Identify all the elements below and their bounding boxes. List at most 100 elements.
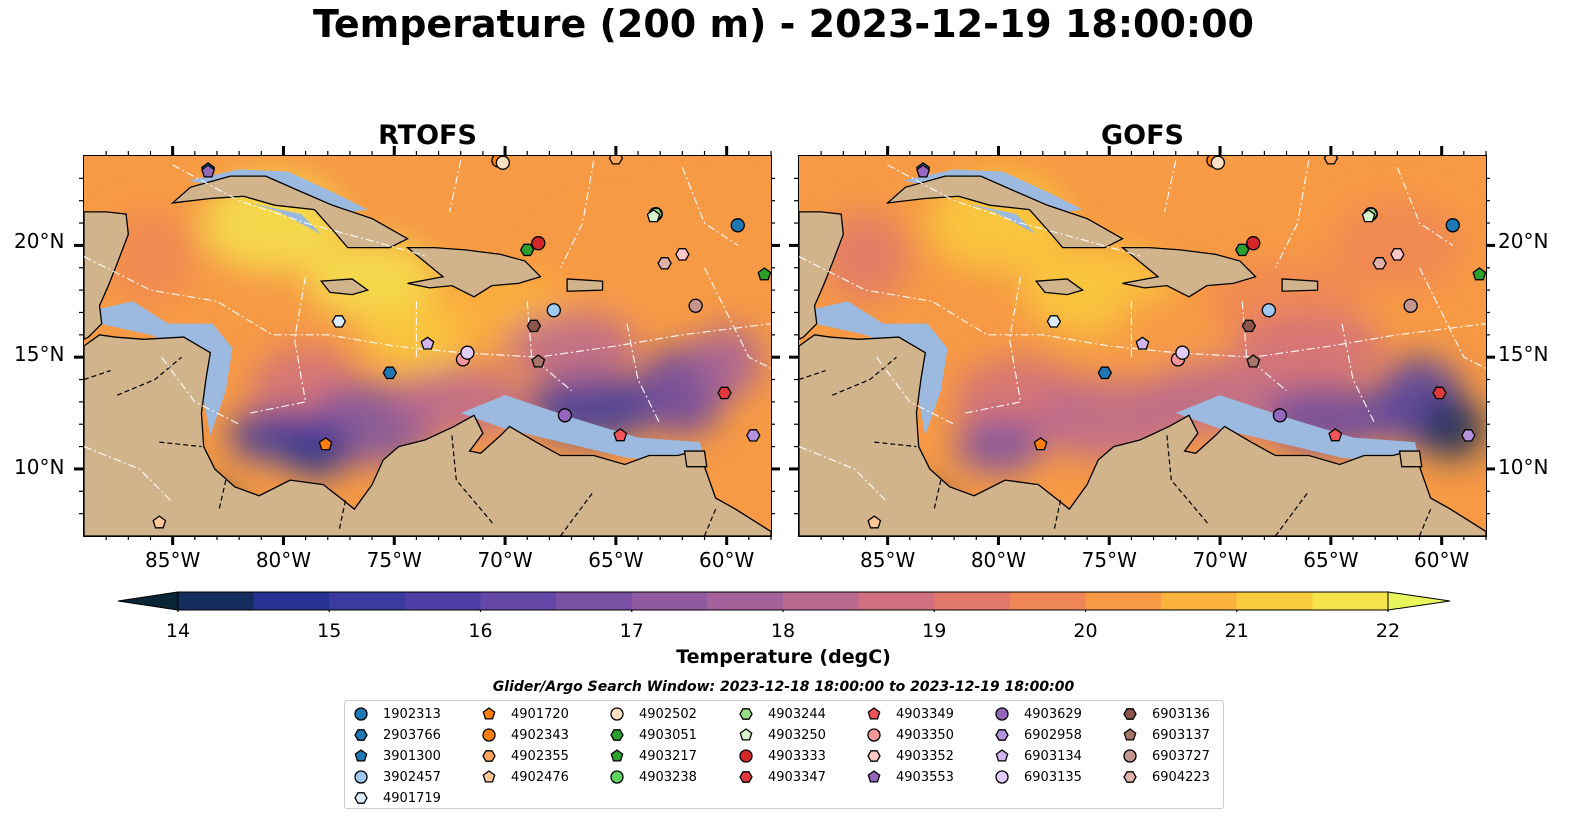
- legend-label: 4902502: [639, 706, 697, 722]
- colorbar-segment: [253, 592, 330, 610]
- legend-item-4903352: 4903352: [866, 746, 954, 766]
- panel-title-rtofs: RTOFS: [378, 120, 477, 151]
- legend-label: 4903238: [639, 769, 697, 785]
- legend-label: 4901720: [511, 706, 569, 722]
- lon-label: 85°W: [145, 548, 201, 572]
- hexagon-marker-icon: [1123, 771, 1137, 783]
- colorbar-segment: [631, 592, 708, 610]
- shallow-shelf: [1175, 395, 1420, 465]
- colorbar-tick-label: 19: [922, 620, 947, 642]
- legend-item-4902502: 4902502: [609, 704, 697, 724]
- lon-label: 70°W: [477, 548, 533, 572]
- float-marker-4903349: [613, 428, 628, 442]
- legend-item-4901720: 4901720: [481, 704, 569, 724]
- pentagon-marker-icon: [995, 749, 1009, 762]
- circle-marker-icon: [739, 749, 753, 763]
- hexagon-marker-icon: [739, 771, 753, 783]
- land-mass: [319, 278, 370, 296]
- colorbar-segment: [707, 592, 784, 610]
- pentagon-marker-icon: [1123, 728, 1137, 741]
- circle-marker-icon: [867, 728, 881, 742]
- colorbar-segment: [329, 592, 406, 610]
- colorbar-tick-label: 20: [1073, 620, 1098, 642]
- float-marker-6902958: [746, 429, 761, 442]
- lat-label-10-right: 10°N: [1498, 455, 1549, 479]
- legend-marker: [867, 728, 881, 742]
- colorbar-segment: [556, 592, 633, 610]
- land-mass: [885, 175, 1124, 249]
- pentagon-marker-icon: [867, 707, 881, 720]
- float-marker-4903250: [1361, 209, 1376, 223]
- lon-label: 60°W: [699, 548, 755, 572]
- hexagon-marker-icon: [610, 729, 624, 741]
- colorbar-segment: [1161, 592, 1238, 610]
- legend-item-1902313: 1902313: [353, 704, 441, 724]
- circle-marker-icon: [482, 728, 496, 742]
- float-marker-4901719: [1046, 315, 1062, 328]
- float-marker-4903347: [717, 386, 732, 400]
- float-marker-6903137: [1246, 354, 1261, 368]
- colorbar: [118, 591, 1451, 612]
- hexagon-marker-icon: [867, 750, 881, 762]
- float-marker-6903134: [1135, 336, 1150, 350]
- land-mass: [170, 175, 409, 249]
- lon-label: 80°W: [970, 548, 1027, 572]
- float-marker-4902355: [1323, 156, 1339, 165]
- legend-label: 6903135: [1024, 769, 1082, 785]
- legend-item-4903349: 4903349: [866, 704, 954, 724]
- circle-marker-icon: [1123, 749, 1137, 763]
- legend-marker: [482, 707, 496, 720]
- legend-marker: [1123, 708, 1137, 720]
- lon-label: 65°W: [588, 548, 644, 572]
- legend-label: 6903727: [1152, 748, 1210, 764]
- lon-label: 75°W: [1081, 548, 1137, 572]
- legend-item-6903137: 6903137: [1122, 725, 1210, 745]
- colorbar-tick-label: 16: [468, 620, 493, 642]
- pentagon-marker-icon: [482, 770, 496, 783]
- colorbar-extend-max: [1387, 591, 1451, 611]
- lat-label-10-left: 10°N: [14, 455, 65, 479]
- land-mass: [1120, 246, 1257, 298]
- legend-label: 4903349: [896, 706, 954, 722]
- legend-item-4901719: 4901719: [353, 788, 441, 808]
- pentagon-marker-icon: [354, 749, 368, 762]
- legend-marker: [739, 728, 753, 741]
- legend-label: 6903134: [1024, 748, 1082, 764]
- legend-item-6903134: 6903134: [994, 746, 1082, 766]
- legend-item-4903250: 4903250: [738, 725, 826, 745]
- legend-label: 4903629: [1024, 706, 1082, 722]
- legend-item-3902457: 3902457: [353, 767, 441, 787]
- legend-marker: [995, 729, 1009, 741]
- float-marker-4903352: [675, 248, 690, 261]
- colorbar-segment: [1009, 592, 1086, 610]
- float-marker-1902313: [730, 218, 745, 233]
- land-mass: [405, 246, 542, 298]
- legend-marker: [482, 770, 496, 783]
- hexagon-marker-icon: [1123, 708, 1137, 720]
- float-marker-4903333: [531, 236, 546, 251]
- float-marker-4901719: [331, 315, 347, 328]
- hexagon-marker-icon: [354, 729, 368, 741]
- legend-label: 6904223: [1152, 769, 1210, 785]
- legend-label: 4903217: [639, 748, 697, 764]
- float-marker-4901720: [1033, 437, 1048, 451]
- float-marker-4903347: [1432, 386, 1447, 400]
- legend-marker: [867, 770, 881, 783]
- legend-label: 4903347: [768, 769, 826, 785]
- pentagon-marker-icon: [610, 749, 624, 762]
- legend-item-4902355: 4902355: [481, 746, 569, 766]
- land-mass: [683, 450, 708, 468]
- float-marker-2903766: [382, 366, 398, 380]
- float-marker-4903629: [1272, 408, 1288, 423]
- legend-marker: [482, 728, 496, 742]
- colorbar-segment: [178, 592, 255, 610]
- legend-label: 1902313: [383, 706, 441, 722]
- hexagon-marker-icon: [739, 708, 753, 720]
- legend-marker: [482, 750, 496, 762]
- hexagon-marker-icon: [354, 792, 368, 804]
- legend-item-4903051: 4903051: [609, 725, 697, 745]
- shallow-shelf: [460, 395, 705, 465]
- pentagon-marker-icon: [482, 707, 496, 720]
- float-marker-4901720: [318, 437, 333, 451]
- lon-label: 60°W: [1414, 548, 1470, 572]
